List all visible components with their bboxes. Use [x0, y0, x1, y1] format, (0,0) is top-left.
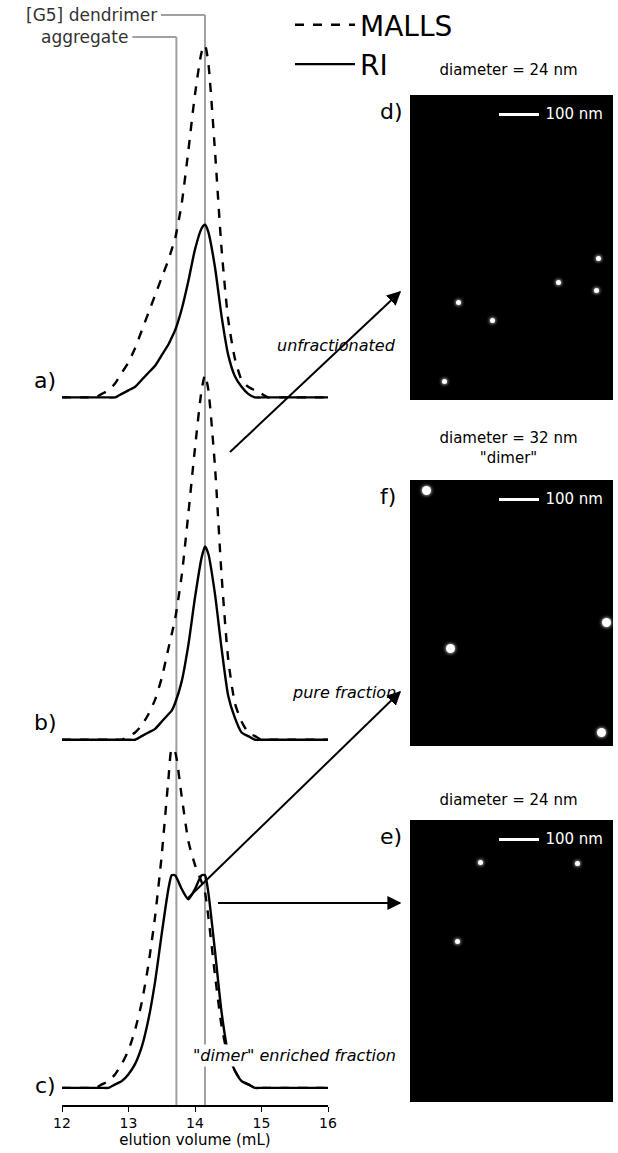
html-text:100 nm: 100 nm: [545, 830, 603, 848]
html-text:d): d): [380, 99, 403, 124]
svg-text:b): b): [34, 710, 57, 735]
svg-text:a): a): [34, 368, 56, 393]
svg-text:aggregate: aggregate: [41, 27, 128, 47]
svg-text:14: 14: [186, 1115, 204, 1131]
html-text:e): e): [380, 824, 403, 849]
svg-text:15: 15: [253, 1115, 271, 1131]
svg-text:16: 16: [319, 1115, 337, 1131]
svg-text:pure fraction: pure fraction: [292, 683, 396, 702]
html-text:diameter = 24 nm: diameter = 24 nm: [439, 61, 578, 79]
html-text:100 nm: 100 nm: [545, 105, 603, 123]
svg-text:12: 12: [53, 1115, 71, 1131]
html-text:diameter = 32 nm: diameter = 32 nm: [439, 429, 578, 447]
svg-text:MALLS: MALLS: [360, 10, 452, 43]
html-text:100 nm: 100 nm: [545, 490, 603, 508]
svg-text:unfractionated: unfractionated: [277, 336, 396, 355]
html-text:diameter = 24 nm: diameter = 24 nm: [439, 791, 578, 809]
svg-text:13: 13: [120, 1115, 138, 1131]
svg-text:elution volume (mL): elution volume (mL): [119, 1131, 270, 1149]
svg-text:c): c): [35, 1073, 56, 1098]
html-text:"dimer": "dimer": [479, 449, 538, 467]
svg-text:"dimer" enriched fraction: "dimer" enriched fraction: [193, 1046, 396, 1065]
svg-text:[G5] dendrimer: [G5] dendrimer: [26, 5, 157, 25]
html-text:f): f): [380, 484, 397, 509]
svg-text:RI: RI: [360, 49, 388, 82]
